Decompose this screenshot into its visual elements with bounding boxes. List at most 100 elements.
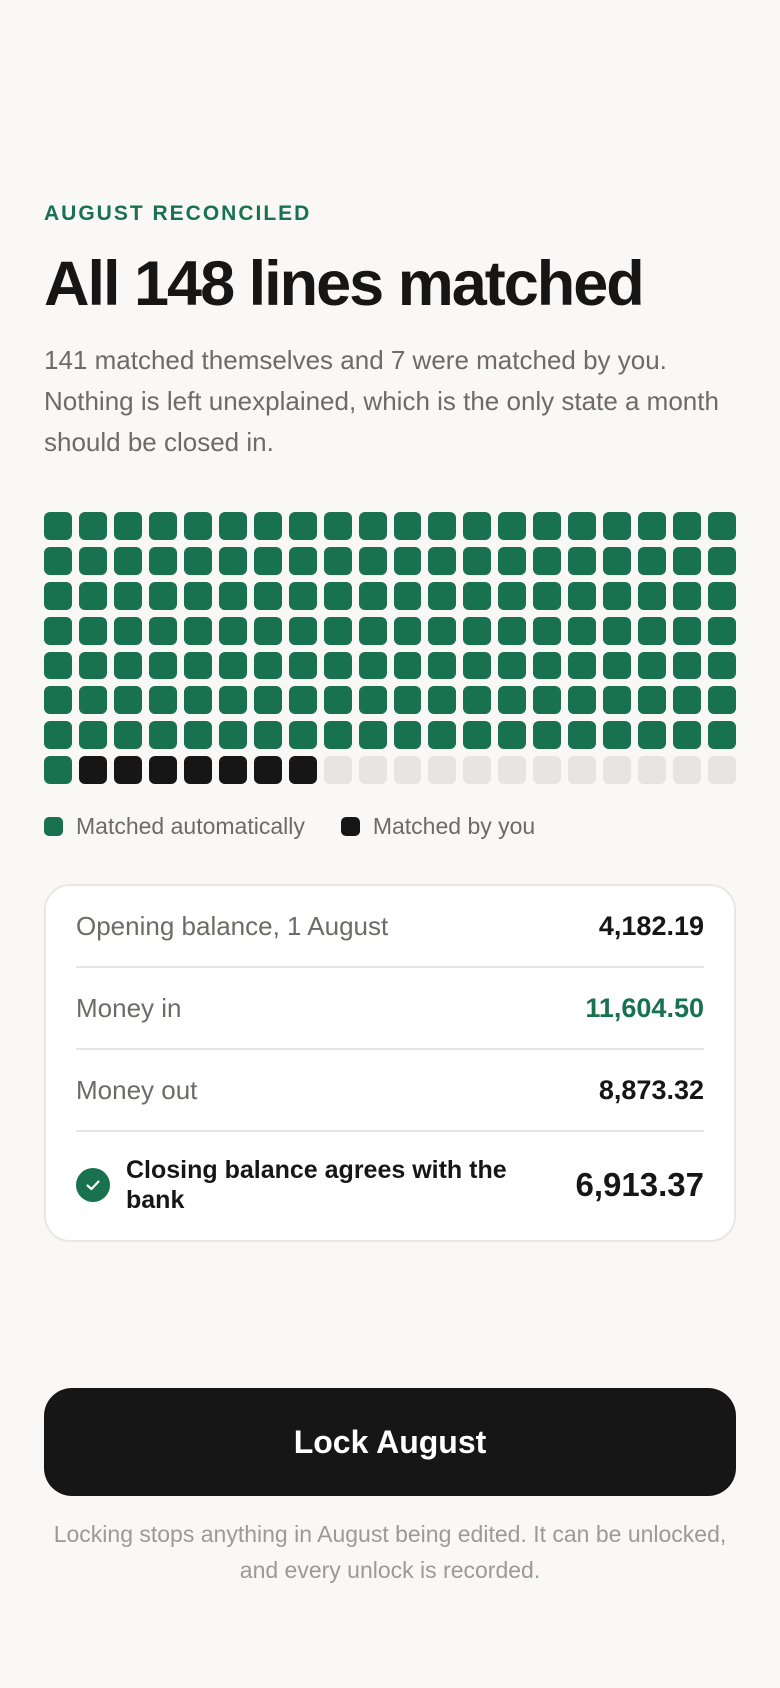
grid-cell-auto	[638, 546, 667, 575]
grid-cell-auto	[148, 512, 177, 540]
grid-cell-auto	[533, 581, 562, 610]
grid-cell-auto	[288, 512, 317, 540]
grid-cell-auto	[218, 616, 247, 645]
grid-cell-auto	[463, 651, 492, 680]
grid-cell-auto	[428, 581, 457, 610]
grid-cell-auto	[393, 581, 422, 610]
grid-cell-auto	[533, 616, 562, 645]
grid-cell-auto	[44, 756, 72, 784]
grid-cell-auto	[533, 686, 562, 715]
grid-cell-auto	[288, 616, 317, 645]
grid-cell-auto	[673, 546, 702, 575]
grid-cell-auto	[638, 651, 667, 680]
closing-balance-row: Closing balance agrees with the bank 6,9…	[76, 1132, 704, 1238]
grid-cell-auto	[568, 616, 597, 645]
grid-cell-auto	[78, 686, 107, 715]
grid-cell-empty	[533, 756, 562, 784]
legend-you-swatch	[340, 816, 360, 836]
grid-cell-auto	[288, 686, 317, 715]
grid-cell-auto	[183, 512, 212, 540]
grid-cell-auto	[498, 581, 527, 610]
grid-cell-auto	[673, 512, 702, 540]
grid-cell-auto	[113, 546, 142, 575]
grid-cell-auto	[44, 651, 72, 680]
grid-cell-auto	[183, 686, 212, 715]
grid-cell-auto	[393, 721, 422, 750]
grid-cell-empty	[358, 756, 387, 784]
page-subtitle: 141 matched themselves and 7 were matche…	[44, 345, 719, 457]
grid-cell-auto	[638, 581, 667, 610]
grid-cell-auto	[183, 581, 212, 610]
legend-you-label: Matched by you	[372, 812, 536, 839]
grid-cell-auto	[288, 581, 317, 610]
grid-cell-auto	[603, 651, 632, 680]
grid-cell-auto	[428, 721, 457, 750]
lock-month-button[interactable]: Lock August	[44, 1388, 736, 1496]
grid-cell-auto	[673, 651, 702, 680]
grid-cell-auto	[603, 721, 632, 750]
grid-cell-auto	[463, 546, 492, 575]
grid-cell-auto	[533, 651, 562, 680]
grid-cell-auto	[673, 616, 702, 645]
grid-cell-auto	[498, 721, 527, 750]
grid-cell-auto	[428, 686, 457, 715]
grid-cell-auto	[183, 546, 212, 575]
grid-cell-auto	[113, 721, 142, 750]
grid-cell-auto	[568, 721, 597, 750]
page-title: All 148 lines matched	[44, 249, 645, 319]
grid-cell-auto	[288, 721, 317, 750]
grid-cell-auto	[708, 546, 736, 575]
grid-cell-you	[218, 756, 247, 784]
grid-cell-auto	[253, 616, 282, 645]
grid-cell-auto	[78, 651, 107, 680]
grid-cell-auto	[78, 581, 107, 610]
grid-cell-auto	[78, 616, 107, 645]
grid-cell-empty	[708, 756, 736, 784]
grid-cell-auto	[323, 686, 352, 715]
check-icon	[76, 1168, 110, 1202]
grid-cell-auto	[218, 512, 247, 540]
grid-cell-empty	[638, 756, 667, 784]
grid-cell-auto	[288, 546, 317, 575]
grid-cell-auto	[148, 546, 177, 575]
grid-cell-auto	[603, 512, 632, 540]
grid-cell-auto	[44, 581, 72, 610]
grid-cell-auto	[323, 546, 352, 575]
grid-cell-auto	[603, 546, 632, 575]
grid-cell-auto	[603, 686, 632, 715]
grid-cell-auto	[148, 686, 177, 715]
grid-cell-empty	[463, 756, 492, 784]
grid-cell-auto	[428, 651, 457, 680]
match-legend: Matched automatically Matched by you	[44, 812, 571, 840]
money-out-value: 8,873.32	[598, 1074, 704, 1105]
grid-cell-you	[253, 756, 282, 784]
reconciliation-screen: AUGUST RECONCILED All 148 lines matched …	[44, 0, 736, 1688]
grid-cell-auto	[568, 512, 597, 540]
match-grid	[44, 512, 736, 784]
opening-balance-label: Opening balance, 1 August	[76, 910, 389, 941]
grid-cell-empty	[323, 756, 352, 784]
grid-cell-auto	[218, 651, 247, 680]
grid-cell-auto	[113, 512, 142, 540]
legend-auto: Matched automatically	[44, 813, 305, 840]
grid-cell-auto	[463, 581, 492, 610]
lock-footnote: Locking stops anything in August being e…	[53, 1521, 727, 1583]
grid-cell-auto	[498, 616, 527, 645]
grid-cell-auto	[218, 581, 247, 610]
grid-cell-auto	[673, 581, 702, 610]
grid-cell-auto	[568, 546, 597, 575]
opening-balance-value: 4,182.19	[598, 910, 704, 941]
grid-cell-auto	[113, 616, 142, 645]
grid-cell-auto	[44, 686, 72, 715]
legend-you: Matched by you	[340, 812, 536, 840]
grid-cell-auto	[393, 616, 422, 645]
grid-cell-auto	[393, 546, 422, 575]
grid-cell-auto	[393, 512, 422, 540]
grid-cell-auto	[638, 512, 667, 540]
grid-cell-auto	[218, 546, 247, 575]
grid-cell-auto	[183, 721, 212, 750]
grid-cell-auto	[358, 581, 387, 610]
legend-auto-swatch	[44, 816, 63, 836]
grid-cell-auto	[708, 512, 736, 540]
grid-cell-auto	[44, 546, 72, 575]
